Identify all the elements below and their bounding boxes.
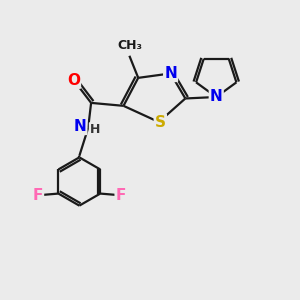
Text: O: O [67, 73, 80, 88]
Text: H: H [89, 123, 100, 136]
Text: S: S [155, 115, 166, 130]
Text: N: N [164, 66, 177, 81]
Text: CH₃: CH₃ [117, 39, 142, 52]
Text: F: F [116, 188, 126, 202]
Text: N: N [210, 89, 223, 104]
Text: F: F [33, 188, 43, 202]
Text: N: N [74, 119, 86, 134]
